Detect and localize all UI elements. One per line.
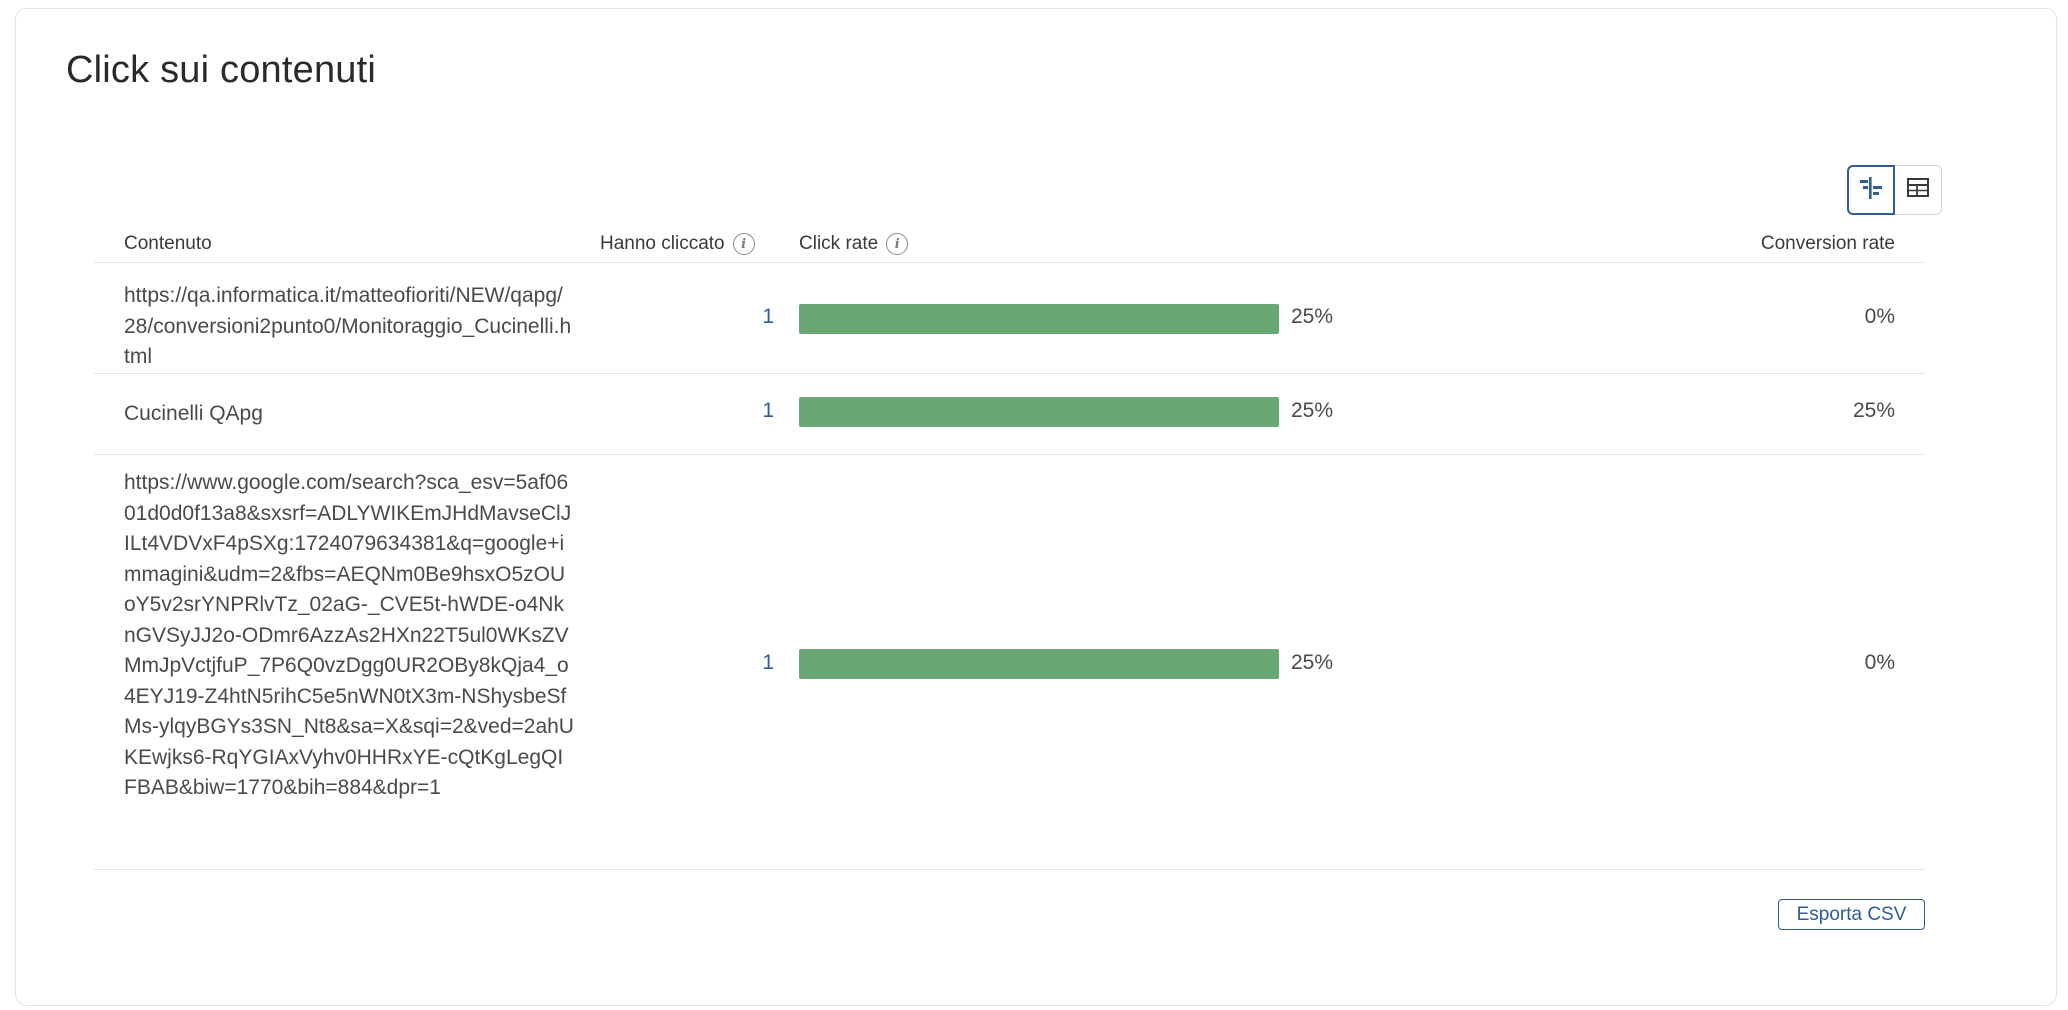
row-clicked-count: 1: [762, 305, 774, 328]
row-clicked-count: 1: [762, 399, 774, 422]
info-icon[interactable]: i: [732, 233, 755, 255]
row-conversion-rate: 0%: [1864, 651, 1895, 674]
row-clicked-count: 1: [762, 651, 774, 674]
view-toggle: [1847, 165, 1942, 215]
row-conversion-rate: 25%: [1852, 399, 1895, 422]
click-rate-label: 25%: [1291, 651, 1334, 674]
click-rate-bar-fill: [799, 304, 1279, 334]
card-title: Click sui contenuti: [66, 49, 377, 91]
column-header-click-rate-label: Click rate: [799, 233, 879, 254]
column-header-clicked-label: Hanno cliccato: [600, 233, 725, 254]
row-content: https://qa.informatica.it/matteofioriti/…: [124, 284, 572, 368]
info-icon[interactable]: i: [886, 233, 909, 255]
table-row: https://qa.informatica.it/matteofioriti/…: [94, 264, 1925, 374]
column-header-clicked: Hanno cliccato i: [600, 233, 755, 255]
click-rate-label: 25%: [1291, 305, 1334, 328]
content-clicks-card: Click sui contenuti: [15, 8, 2057, 1006]
export-csv-button[interactable]: Esporta CSV: [1778, 899, 1925, 930]
click-rate-label: 25%: [1291, 399, 1334, 422]
bar-chart-icon: [1858, 176, 1884, 205]
column-header-content: Contenuto: [124, 233, 212, 255]
table-grid-icon: [1906, 177, 1930, 204]
column-header-click-rate: Click rate i: [799, 233, 909, 255]
bar-view-button[interactable]: [1847, 165, 1895, 215]
table-header: Contenuto Hanno cliccato i Click rate i …: [94, 223, 1925, 263]
row-content: https://www.google.com/search?sca_esv=5a…: [124, 471, 574, 799]
column-header-conversion-rate-label: Conversion rate: [1760, 233, 1895, 254]
table-view-button[interactable]: [1894, 165, 1942, 215]
column-header-content-label: Contenuto: [124, 233, 212, 254]
click-rate-bar: [799, 304, 1279, 334]
click-rate-bar-fill: [799, 397, 1279, 427]
table-row: Cucinelli QApg 1 25% 25%: [94, 375, 1925, 455]
click-rate-bar: [799, 649, 1279, 679]
click-rate-bar: [799, 397, 1279, 427]
click-rate-bar-fill: [799, 649, 1279, 679]
row-conversion-rate: 0%: [1864, 305, 1895, 328]
column-header-conversion-rate: Conversion rate: [1761, 233, 1895, 255]
row-content: Cucinelli QApg: [124, 402, 263, 425]
table-row: https://www.google.com/search?sca_esv=5a…: [94, 456, 1925, 870]
